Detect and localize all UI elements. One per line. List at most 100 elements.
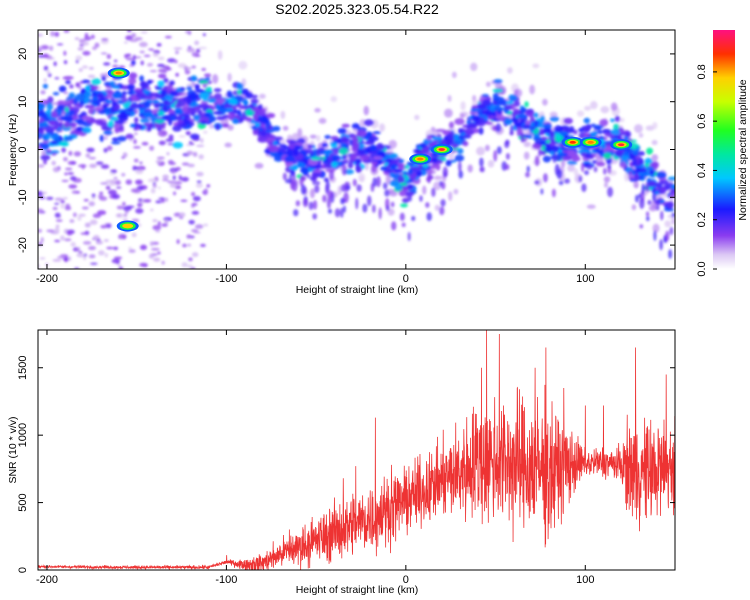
spectrogram-cell <box>101 75 107 82</box>
spectrogram-cell <box>196 144 205 147</box>
spectrogram-cell <box>98 250 105 256</box>
spectrogram-cell <box>343 192 349 204</box>
spectrogram-cell <box>624 171 630 182</box>
spectrogram-cell <box>69 219 75 223</box>
spectrogram-cell <box>400 203 408 208</box>
colorbar-tick-label: 0.4 <box>696 163 708 178</box>
spectrogram-cell <box>655 204 660 211</box>
spectrogram-cell <box>378 207 382 220</box>
spectrogram-x-ticks: -200 -100 0 100 <box>36 30 594 285</box>
spectrogram-cell <box>203 130 208 134</box>
spectrogram-cell <box>340 207 344 218</box>
spectrogram-cell <box>645 125 655 131</box>
spectrogram-cell <box>139 81 148 88</box>
spectrogram-cell <box>576 110 585 117</box>
spectrogram-cell <box>64 257 68 263</box>
spectrogram-cell <box>505 152 510 160</box>
spectrogram-cell <box>80 232 87 235</box>
spectrogram-cell <box>584 170 589 176</box>
spectrogram-cell <box>38 105 44 110</box>
spectrogram-cell <box>125 57 134 61</box>
spectrogram-cell <box>389 190 398 197</box>
spectrogram-y-label: Frequency (Hz) <box>7 114 19 186</box>
spectrogram-cell <box>100 52 108 55</box>
spectrogram-cell <box>178 175 182 181</box>
spectrogram-cell <box>56 104 66 111</box>
spectrogram-cell <box>186 47 196 53</box>
spectrogram-cell <box>173 191 177 196</box>
spectrogram-cell <box>185 30 191 34</box>
spectrogram-cell <box>318 117 327 124</box>
spectrogram-cell <box>364 161 370 171</box>
spectrogram-cell <box>538 141 547 146</box>
spectrogram-cell <box>75 247 80 251</box>
spectrogram-cell <box>194 106 201 111</box>
spectrogram-cell <box>504 117 513 126</box>
spectrogram-cell <box>97 92 105 99</box>
spectrogram-cell <box>534 155 540 167</box>
spectrogram-x-tick-label: -100 <box>215 273 237 285</box>
spectrogram-cell <box>206 98 218 103</box>
spectrogram-cell <box>191 229 199 233</box>
spectrogram-cell <box>110 141 121 145</box>
spectrogram-cell <box>142 101 149 107</box>
spectrogram-cell <box>347 161 354 169</box>
spectrogram-cell <box>316 181 320 186</box>
spectrogram-cell <box>100 224 108 229</box>
spectrogram-cell <box>289 165 298 170</box>
spectrogram-cell <box>578 175 583 183</box>
spectrogram-x-tick-label: -200 <box>36 273 58 285</box>
spectrogram-cell <box>91 78 101 86</box>
spectrogram-cell <box>179 87 186 91</box>
spectrogram-cell <box>599 119 609 127</box>
spectrogram-cell <box>425 202 430 208</box>
spectrogram-cell <box>292 173 296 181</box>
colorbar-tick-label: 0.8 <box>696 64 708 79</box>
spectrogram-cell <box>445 139 454 146</box>
spectrogram-cell <box>106 54 112 60</box>
spectrogram-cell <box>670 184 675 190</box>
spectrogram-cell <box>189 133 200 140</box>
spectrogram-cell <box>78 213 86 217</box>
spectrogram-cell <box>139 75 144 82</box>
spectrogram-cell <box>481 94 490 98</box>
spectrogram-cell <box>555 156 562 162</box>
spectrogram-cell <box>51 110 58 118</box>
spectrogram-cell <box>174 181 183 185</box>
spectrogram-cell <box>430 157 439 163</box>
spectrogram-cell <box>358 150 366 155</box>
colorbar-ticks: 0.0 0.2 0.4 0.6 0.8 <box>696 64 717 277</box>
spectrogram-cell <box>102 126 113 131</box>
spectrogram-cell <box>640 172 651 177</box>
spectrogram-cell <box>79 99 85 106</box>
spectrogram-cell <box>88 157 97 160</box>
spectrogram-cell <box>186 150 194 156</box>
spectrogram-cell <box>90 34 95 40</box>
spectrogram-cell <box>163 99 170 106</box>
spectrogram-cell <box>440 181 446 190</box>
spectrogram-cell <box>397 175 405 184</box>
spectrogram-cell <box>60 203 65 209</box>
spectrogram-cell <box>303 157 309 166</box>
spectrogram-cell <box>89 163 97 168</box>
spectrogram-cell <box>38 49 42 52</box>
spectrogram-cell <box>440 139 446 145</box>
spectrogram-cell <box>149 70 157 73</box>
spectrogram-cell <box>645 182 650 192</box>
spectrogram-cell <box>534 180 540 185</box>
spectrogram-cell <box>404 191 415 197</box>
spectrogram-cell <box>573 168 579 176</box>
spectrogram-cell <box>470 62 478 72</box>
spectrogram-cell <box>175 115 183 121</box>
spectrogram-cell <box>65 80 71 85</box>
spectrogram-cell <box>71 161 76 164</box>
spectrogram-cell <box>60 199 65 204</box>
spectrogram-cell <box>542 150 546 156</box>
spectrogram-cell <box>68 184 78 189</box>
spectrogram-cell <box>539 136 548 141</box>
spectrogram-cell <box>603 152 612 160</box>
spectrogram-peak <box>417 157 424 161</box>
spectrogram-cell <box>167 180 176 184</box>
spectrogram-cell <box>565 129 575 134</box>
spectrogram-cell <box>63 30 70 33</box>
